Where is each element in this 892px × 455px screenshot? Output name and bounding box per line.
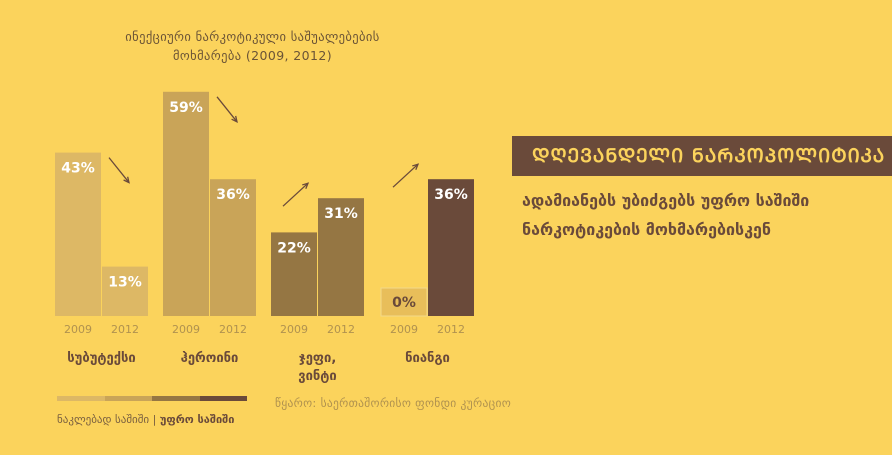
headline-banner: ᲓᲦᲔᲕᲐᲜᲓᲔᲚᲘ ᲜᲐᲠᲙᲝᲞᲝᲚᲘᲢᲘᲙᲐ xyxy=(512,136,892,176)
subtitle-line-1: ადამიანებს უბიძგებს უფრო საშიში xyxy=(522,191,810,210)
legend-swatch-3 xyxy=(152,396,200,401)
chart-title: ინექციური ნარკოტიკული საშუალებების მოხმა… xyxy=(80,27,425,65)
category-label-2-0: ჯეფი, xyxy=(299,351,337,366)
bar-0-0 xyxy=(55,152,101,316)
trend-arrow-3 xyxy=(392,163,419,188)
subtitle-line-2: ნარკოტიკების მოხმარებისკენ xyxy=(522,220,771,239)
value-label-3-0: 0% xyxy=(392,295,416,311)
trend-arrowhead-1 xyxy=(231,115,238,123)
legend-text: ნაკლებად საშიში | უფრო საშიში xyxy=(57,413,247,426)
value-label-2-1: 31% xyxy=(324,206,358,222)
value-label-1-1: 36% xyxy=(216,187,250,203)
danger-legend: ნაკლებად საშიში | უფრო საშიში xyxy=(57,396,247,426)
bar-2-1 xyxy=(318,198,364,316)
category-label-1-0: ჰეროინი xyxy=(181,351,239,366)
year-label-2-1: 2012 xyxy=(327,323,355,336)
legend-swatch-1 xyxy=(57,396,105,401)
chart-title-line-2: მოხმარება (2009, 2012) xyxy=(173,48,332,63)
year-label-3-1: 2012 xyxy=(437,323,465,336)
category-label-3-0: ნიანგი xyxy=(405,351,450,366)
legend-left-label: ნაკლებად საშიში xyxy=(57,413,150,426)
year-label-1-0: 2009 xyxy=(172,323,200,336)
trend-arrow-0 xyxy=(108,157,130,184)
trend-arrowhead-3 xyxy=(412,163,420,171)
trend-arrow-2 xyxy=(282,182,309,207)
value-label-0-0: 43% xyxy=(61,161,95,177)
bar-3-1 xyxy=(428,179,474,316)
bar-3-0 xyxy=(380,287,428,317)
chart-title-line-1: ინექციური ნარკოტიკული საშუალებების xyxy=(125,29,380,44)
bar-2-0 xyxy=(271,232,317,316)
year-label-0-1: 2012 xyxy=(111,323,139,336)
legend-swatch-2 xyxy=(104,396,152,401)
bar-1-1 xyxy=(210,179,256,316)
value-label-1-0: 59% xyxy=(169,100,203,116)
year-label-3-0: 2009 xyxy=(390,323,418,336)
legend-separator: | xyxy=(149,413,160,426)
source-note: წყარო: საერთაშორისო ფონდი კურაციო xyxy=(275,396,512,410)
subtitle: ადამიანებს უბიძგებს უფრო საშიში ნარკოტიკ… xyxy=(522,186,862,244)
value-label-2-0: 22% xyxy=(277,240,311,256)
bar-1-0 xyxy=(163,91,209,316)
trend-arrowhead-2 xyxy=(302,182,310,190)
bar-0-1 xyxy=(102,266,148,316)
value-label-0-1: 13% xyxy=(108,275,142,291)
legend-gradient-bar xyxy=(57,396,247,401)
legend-right-label: უფრო საშიში xyxy=(159,413,235,426)
year-label-0-0: 2009 xyxy=(64,323,92,336)
category-label-2-1: ვინტი xyxy=(298,369,336,384)
trend-arrowhead-0 xyxy=(123,176,130,184)
year-label-1-1: 2012 xyxy=(219,323,247,336)
value-label-3-1: 36% xyxy=(434,187,468,203)
category-label-0-0: სუბუტექსი xyxy=(67,351,135,366)
year-label-2-0: 2009 xyxy=(280,323,308,336)
trend-arrow-1 xyxy=(216,96,238,123)
legend-swatch-4 xyxy=(199,396,247,401)
